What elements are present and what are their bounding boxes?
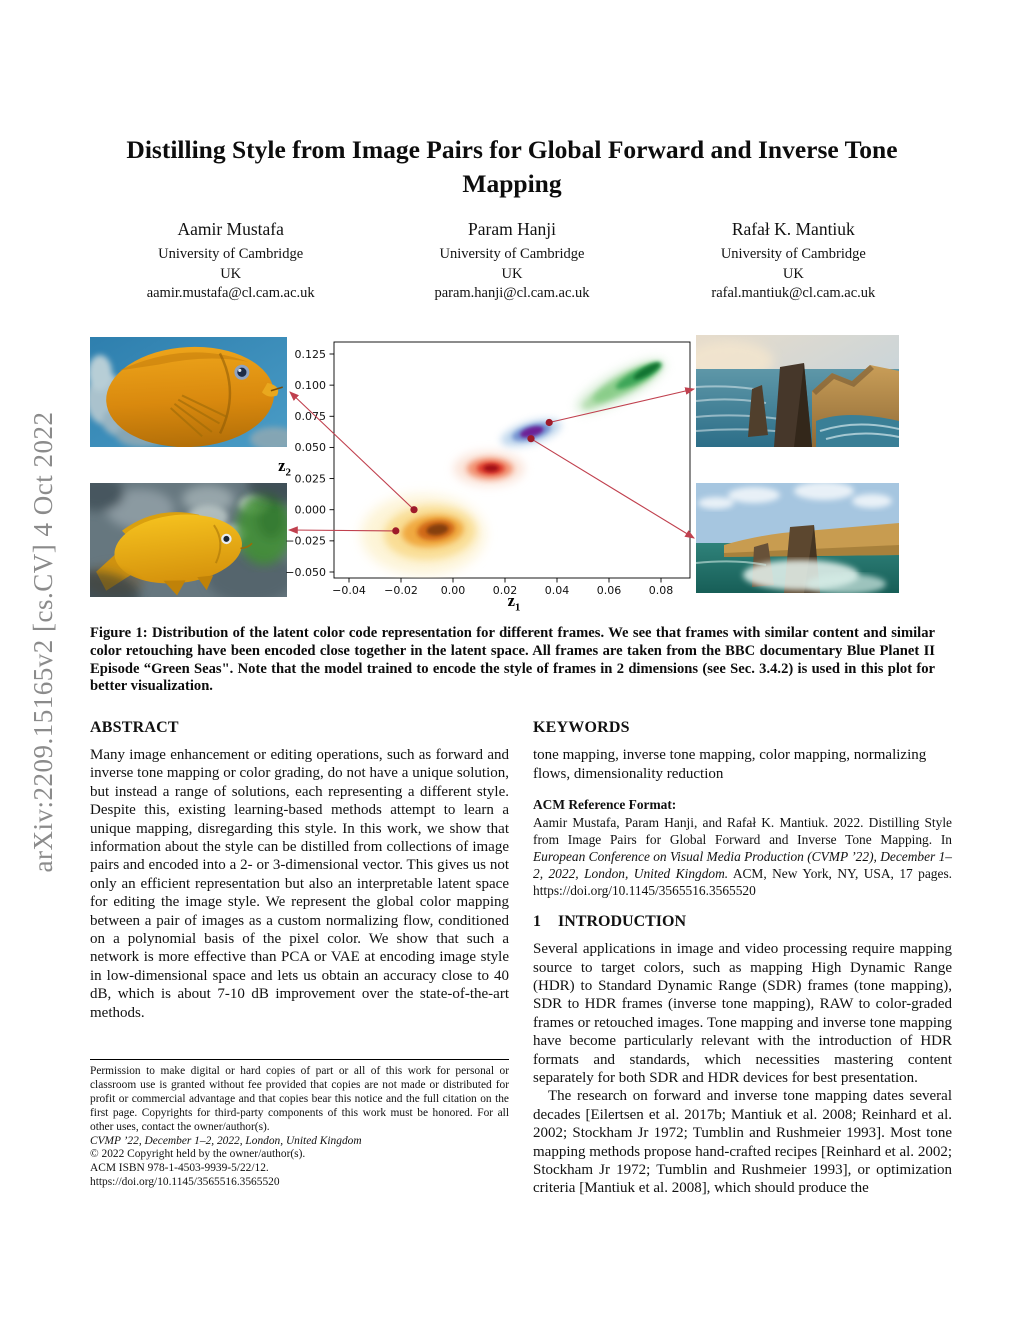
abstract-heading: ABSTRACT: [90, 719, 179, 736]
venue-line: CVMP ’22, December 1–2, 2022, London, Un…: [90, 1134, 362, 1147]
right-column: KEYWORDS tone mapping, inverse tone mapp…: [533, 719, 952, 1198]
footnote-rule: [90, 1059, 509, 1060]
figure-1: −0.04 −0.02 0.00 0.02 0.04 0.06 0.08 0.125 0.100…: [90, 335, 900, 627]
svg-text:0.050: 0.050: [295, 441, 327, 454]
author-country: UK: [782, 265, 804, 282]
svg-text:0.075: 0.075: [295, 410, 327, 423]
svg-text:0.00: 0.00: [441, 584, 466, 597]
author-country: UK: [220, 265, 242, 282]
footnote-block: Permission to make digital or hard copie…: [90, 1059, 509, 1190]
doi-link[interactable]: https://doi.org/10.1145/3565516.3565520: [90, 1176, 280, 1189]
acm-reference-block: ACM Reference Format: Aamir Mustafa, Par…: [533, 797, 952, 899]
author-block: Aamir Mustafa University of Cambridge UK…: [90, 219, 934, 304]
svg-text:0.000: 0.000: [295, 504, 327, 517]
acm-reference-heading: ACM Reference Format:: [533, 797, 677, 813]
svg-text:0.025: 0.025: [295, 472, 327, 485]
arxiv-banner: arXiv:2209.15165v2 [cs.CV] 4 Oct 2022: [28, 411, 58, 873]
svg-text:0.08: 0.08: [649, 584, 674, 597]
copyright-line: © 2022 Copyright held by the owner/autho…: [90, 1148, 306, 1161]
svg-text:−0.04: −0.04: [332, 584, 366, 597]
author-email[interactable]: param.hanji@cl.cam.ac.uk: [434, 285, 590, 301]
y-axis-label: z2: [278, 456, 291, 479]
author-name: Rafał K. Mantiuk: [731, 219, 855, 239]
acm-reference-text: Aamir Mustafa, Param Hanji, and Rafał K.…: [533, 815, 952, 899]
author-country: UK: [501, 265, 523, 282]
author-affiliation: University of Cambridge: [720, 246, 866, 262]
author-affiliation: University of Cambridge: [158, 246, 304, 262]
svg-text:0.125: 0.125: [295, 348, 327, 361]
isbn-line: ACM ISBN 978-1-4503-9939-5/22/12.: [90, 1162, 269, 1175]
left-column: ABSTRACT Many image enhancement or editi…: [90, 719, 509, 1022]
svg-text:−0.050: −0.050: [285, 566, 326, 579]
paper-title: Distilling Style from Image Pairs for Gl…: [126, 135, 898, 198]
author-email[interactable]: rafal.mantiuk@cl.cam.ac.uk: [711, 285, 876, 301]
author-affiliation: University of Cambridge: [439, 246, 585, 262]
author-name: Aamir Mustafa: [177, 219, 284, 239]
author-2: Param Hanji University of Cambridge UK p…: [371, 219, 652, 304]
svg-text:0.100: 0.100: [295, 379, 327, 392]
permission-notice: Permission to make digital or hard copie…: [90, 1065, 509, 1133]
svg-text:0.06: 0.06: [597, 584, 622, 597]
cliffs-photo-top-right: [696, 335, 899, 447]
svg-text:−0.025: −0.025: [285, 535, 326, 548]
author-1: Aamir Mustafa University of Cambridge UK…: [90, 219, 371, 304]
keywords-body: tone mapping, inverse tone mapping, colo…: [533, 747, 927, 782]
keywords-heading: KEYWORDS: [533, 719, 630, 736]
fish-photo-bottom-left: [90, 483, 287, 597]
svg-text:0.04: 0.04: [545, 584, 570, 597]
author-email[interactable]: aamir.mustafa@cl.cam.ac.uk: [146, 285, 315, 301]
introduction-para-1: Several applications in image and video …: [533, 941, 952, 1087]
author-name: Param Hanji: [468, 219, 556, 239]
svg-text:−0.02: −0.02: [384, 584, 418, 597]
introduction-para-2: The research on forward and inverse tone…: [533, 1088, 952, 1197]
author-3: Rafał K. Mantiuk University of Cambridge…: [653, 219, 934, 304]
x-axis-label: z1: [507, 591, 521, 614]
abstract-body: Many image enhancement or editing operat…: [90, 747, 509, 1021]
cliffs-photo-bottom-right: [696, 483, 899, 593]
introduction-heading: 1 INTRODUCTION: [533, 913, 687, 931]
fish-photo-top-left: [90, 337, 287, 447]
figure-1-caption: Figure 1: Distribution of the latent col…: [90, 625, 935, 695]
